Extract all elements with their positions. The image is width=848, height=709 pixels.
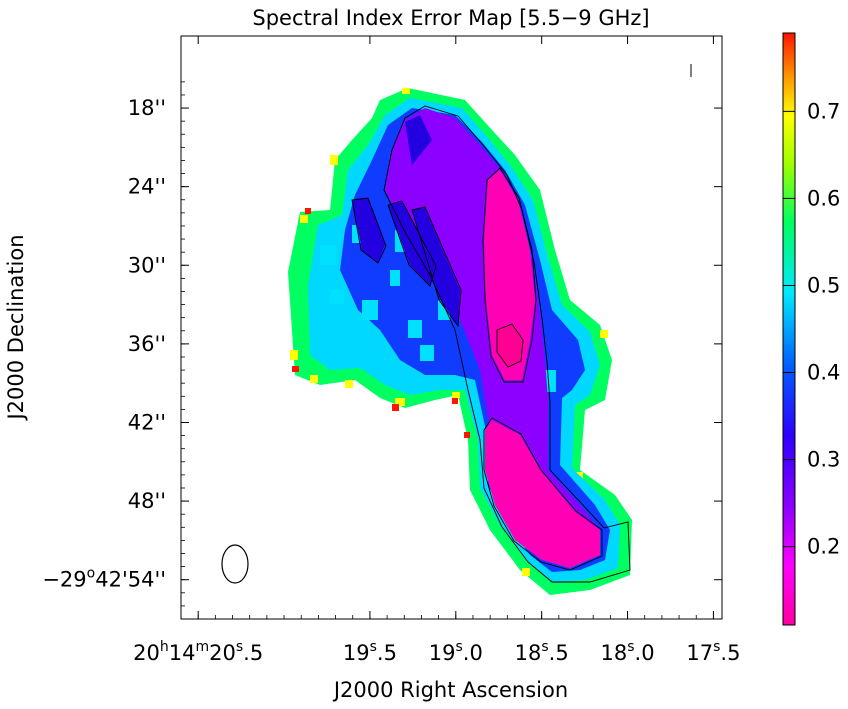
y-tick-label: −29o42'54'' <box>42 566 166 592</box>
y-axis: 18'' 24'' 30'' 36'' 42'' 48'' −29o42'54'' <box>42 81 722 607</box>
y-axis-label: J2000 Declination <box>4 234 28 421</box>
colorbar-ticks: 0.2 0.3 0.4 0.5 0.6 0.7 <box>783 99 840 559</box>
plot-frame <box>180 35 723 620</box>
colorbar-tick-label: 0.3 <box>807 448 840 472</box>
x-tick-label: 19s.0 <box>429 639 483 665</box>
colorbar-tick-label: 0.2 <box>807 535 840 559</box>
colorbar <box>782 32 796 626</box>
x-tick-label: 20h14m20s.5 <box>133 639 263 665</box>
heatmap-image <box>288 88 632 595</box>
x-tick-label: 18s.5 <box>515 639 569 665</box>
colorbar-tick-label: 0.4 <box>807 361 840 385</box>
rim-red-pixels <box>292 208 470 438</box>
region-central-knot <box>498 325 522 366</box>
x-tick-label: 17s.5 <box>686 639 740 665</box>
y-tick-label: 36'' <box>128 332 166 356</box>
beam-ellipse <box>221 544 249 584</box>
chart-title: Spectral Index Error Map [5.5−9 GHz] <box>252 6 649 30</box>
colorbar-tick-label: 0.5 <box>807 273 840 297</box>
x-axis: 20h14m20s.5 19s.5 19s.0 18s.5 18s.0 17s.5 <box>133 36 740 665</box>
region-southern-tail <box>485 420 600 568</box>
x-tick-label: 19s.5 <box>343 639 397 665</box>
colorbar-tick-label: 0.7 <box>807 99 840 123</box>
y-tick-label: 18'' <box>128 96 166 120</box>
x-axis-label: J2000 Right Ascension <box>332 678 568 702</box>
x-tick-label: 18s.0 <box>601 639 655 665</box>
y-tick-label: 30'' <box>128 253 166 277</box>
contours <box>351 105 631 583</box>
colorbar-tick-label: 0.6 <box>807 186 840 210</box>
y-tick-label: 48'' <box>128 489 166 513</box>
y-tick-label: 42'' <box>128 410 166 434</box>
y-tick-label: 24'' <box>128 175 166 199</box>
region-southern-tail-core <box>484 170 535 380</box>
